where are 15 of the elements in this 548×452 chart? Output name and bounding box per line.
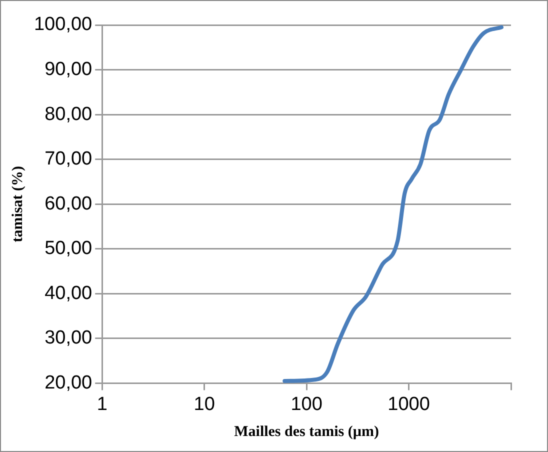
y-tick-label: 90,00 — [44, 59, 92, 80]
y-tick-label: 60,00 — [44, 193, 92, 214]
x-tick-label: 1 — [96, 394, 108, 415]
x-tick-label: 1000 — [388, 394, 430, 415]
x-tick-label: 10 — [194, 394, 215, 415]
y-tick-label: 20,00 — [44, 372, 92, 394]
y-tick-label: 80,00 — [44, 104, 92, 125]
x-axis-title: Mailles des tamis (µm) — [234, 424, 379, 440]
y-tick-label: 70,00 — [44, 148, 92, 170]
y-tick-label: 40,00 — [44, 282, 92, 304]
y-axis-title: tamisat (%) — [10, 166, 26, 242]
y-tick-label: 50,00 — [44, 238, 92, 260]
y-tick-label: 100,00 — [34, 14, 92, 36]
y-tick-label: 30,00 — [44, 328, 92, 349]
x-tick-label: 100 — [290, 394, 322, 415]
